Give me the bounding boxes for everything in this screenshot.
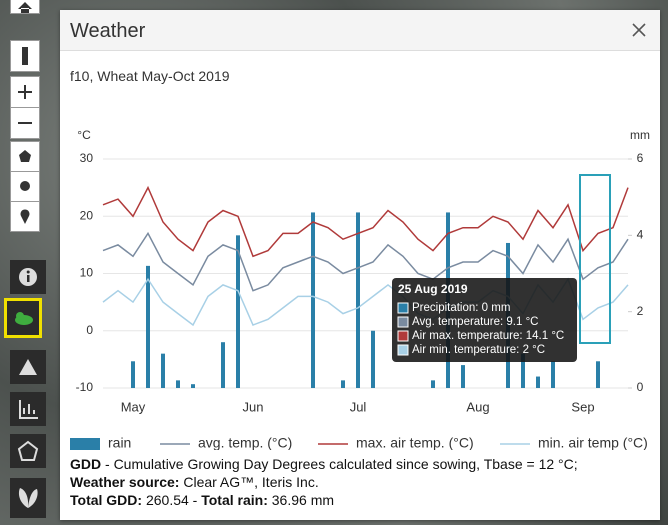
tooltip-title: 25 Aug 2019 xyxy=(398,282,468,296)
tooltip-swatch xyxy=(397,344,409,356)
rain-bar xyxy=(221,342,225,388)
rain-bar xyxy=(236,235,240,388)
pin-button[interactable] xyxy=(10,201,40,232)
x-tick-label: Sep xyxy=(571,399,594,414)
rain-bar xyxy=(596,361,600,388)
tooltip-swatch xyxy=(397,330,409,342)
rain-bar xyxy=(146,265,150,388)
close-button[interactable] xyxy=(632,23,646,37)
y-tick-label: 20 xyxy=(80,208,94,222)
polygon-button[interactable] xyxy=(10,141,40,172)
icon xyxy=(20,181,30,191)
rain-bar xyxy=(551,361,555,388)
zoom-out-button[interactable] xyxy=(10,107,40,139)
icon xyxy=(19,150,31,162)
warning-button[interactable] xyxy=(10,350,46,384)
legend-label: min. air temp (°C) xyxy=(538,435,648,450)
circle-button[interactable] xyxy=(10,171,40,202)
y-tick-label: 0 xyxy=(86,323,93,337)
tooltip-box xyxy=(392,278,577,362)
icon xyxy=(18,122,32,124)
rain-bar xyxy=(461,365,465,388)
tooltip-line: Air max. temperature: 14.1 °C xyxy=(412,330,564,342)
tooltip-line: Avg. temperature: 9.1 °C xyxy=(412,316,538,328)
temp-line xyxy=(102,185,629,258)
tooltip-line: Precipitation: 0 mm xyxy=(412,302,510,314)
x-tick-label: Jun xyxy=(243,399,264,414)
y2-tick-label: 2 xyxy=(637,304,644,318)
icon xyxy=(19,359,37,375)
source-note: Weather source: Clear AG™, Iteris Inc. xyxy=(70,474,319,490)
icon xyxy=(22,47,28,65)
label: Total rain: xyxy=(201,492,268,508)
text: 260.54 - xyxy=(142,492,202,508)
rain-bar xyxy=(371,330,375,388)
rain-bar xyxy=(191,384,195,388)
rain-bar xyxy=(131,361,135,388)
y-tick-label: -10 xyxy=(76,380,94,394)
tooltip-line: Air min. temperature: 2 °C xyxy=(412,344,545,356)
tooltip: 25 Aug 2019 Precipitation: 0 mm Avg. tempe… xyxy=(392,278,577,362)
rain-bar xyxy=(431,380,435,388)
icon xyxy=(19,268,37,286)
weather-button[interactable] xyxy=(4,298,42,338)
icon xyxy=(18,2,32,13)
label: Total GDD: xyxy=(70,492,143,508)
temp-line xyxy=(102,231,629,292)
tooltip-swatch xyxy=(397,302,409,314)
dialog-subtitle: f10, Wheat May-Oct 2019 xyxy=(70,68,230,84)
totals-note: Total GDD: 260.54 - Total rain: 36.96 mm xyxy=(70,492,334,508)
rain-bar xyxy=(311,212,315,388)
dialog-title: Weather xyxy=(70,20,146,42)
text: - Cumulative Growing Day Degrees calcula… xyxy=(101,456,578,472)
crop-button[interactable] xyxy=(10,478,46,518)
dialog-header: Weather xyxy=(60,10,660,51)
text: 36.96 mm xyxy=(267,492,335,508)
icon xyxy=(19,400,38,419)
tooltip-swatch xyxy=(397,316,409,328)
field-button[interactable] xyxy=(10,434,46,468)
icon xyxy=(15,312,33,325)
rain-bar xyxy=(341,380,345,388)
icon xyxy=(20,209,30,224)
rain-bar xyxy=(161,353,165,388)
rain-bar xyxy=(356,212,360,388)
weather-dialog: Weather f10, Wheat May-Oct 2019 °C mm -10 0… xyxy=(60,10,660,520)
x-tick-label: Aug xyxy=(466,399,489,414)
icon xyxy=(18,85,32,99)
chart-button[interactable] xyxy=(10,392,46,426)
y2-tick-label: 4 xyxy=(637,228,644,242)
rain-bar xyxy=(521,353,525,388)
y-tick-label: 30 xyxy=(80,151,94,165)
hover-highlight xyxy=(579,174,611,344)
info-button[interactable] xyxy=(10,260,46,294)
legend-label: max. air temp. (°C) xyxy=(356,435,474,450)
icon xyxy=(18,488,38,508)
ruler-button[interactable] xyxy=(10,40,40,72)
x-tick-label: Jul xyxy=(350,399,367,414)
y-tick-label: 10 xyxy=(80,266,94,280)
home-button[interactable] xyxy=(10,0,40,14)
rain-bar xyxy=(176,380,180,388)
rain-bar xyxy=(536,376,540,388)
x-tick-label: May xyxy=(121,399,146,414)
legend-swatch xyxy=(70,438,100,450)
chart: °C mm -10 0 10 20 30 0 2 4 6 May Jun Jul Aug Sep 25 Aug … xyxy=(70,128,650,450)
text: Clear AG™, Iteris Inc. xyxy=(179,474,319,490)
gdd-note: GDD - Cumulative Growing Day Degrees cal… xyxy=(70,456,578,472)
legend-label: rain xyxy=(108,435,131,450)
icon xyxy=(17,440,39,461)
y2-axis-label: mm xyxy=(630,128,650,142)
zoom-in-button[interactable] xyxy=(10,76,40,108)
y2-tick-label: 0 xyxy=(637,380,644,394)
y2-tick-label: 6 xyxy=(637,151,644,165)
label: GDD xyxy=(70,456,102,472)
legend-label: avg. temp. (°C) xyxy=(198,435,292,450)
y-axis-label: °C xyxy=(77,128,91,142)
label: Weather source: xyxy=(70,474,180,490)
